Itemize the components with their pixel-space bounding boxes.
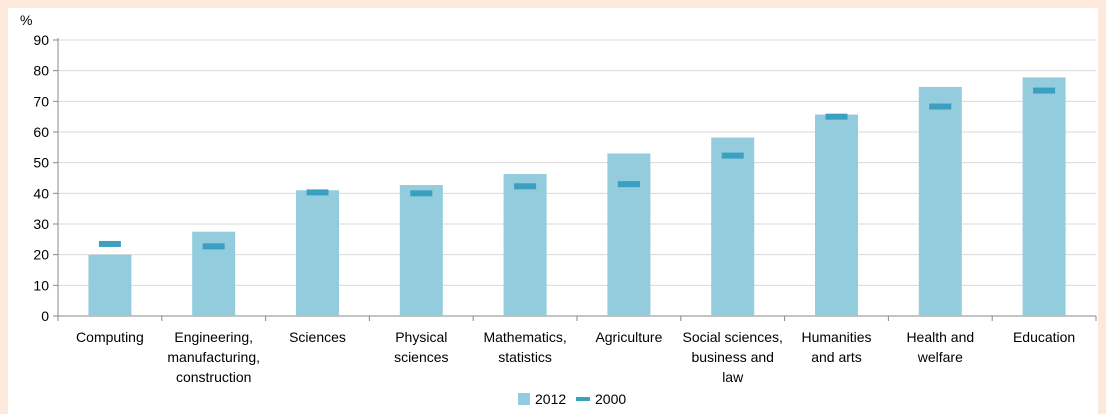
x-tick-label: Sciences — [289, 329, 346, 345]
x-tick-label: Humanities and arts — [801, 329, 871, 365]
y-tick-label: 60 — [33, 124, 49, 140]
x-tick-label: Computing — [76, 329, 144, 345]
marker-2000 — [410, 190, 433, 197]
bar-2012 — [1022, 77, 1066, 316]
x-tick-label: Health and welfare — [906, 329, 974, 365]
y-tick-label: 40 — [33, 185, 49, 201]
bar-2012 — [399, 185, 443, 316]
legend-label-2000: 2000 — [595, 391, 626, 407]
x-tick-label: Engineering, manufacturing, construction — [167, 329, 260, 385]
bar-2012 — [711, 137, 755, 316]
marker-2000 — [514, 183, 537, 190]
bar-chart: 0 10 20 30 40 50 60 70 80 90 Computing Engineering… — [20, 12, 1097, 407]
y-tick-label: 30 — [33, 216, 49, 232]
legend-swatch-2012 — [518, 393, 530, 405]
markers-2000 — [98, 87, 1056, 250]
legend-label-2012: 2012 — [535, 391, 566, 407]
bar-2012 — [918, 86, 962, 316]
marker-2000 — [202, 243, 225, 250]
bar-2012 — [88, 254, 132, 316]
y-tick-labels: 0 10 20 30 40 50 60 70 80 90 — [33, 32, 49, 324]
marker-2000 — [617, 181, 640, 188]
marker-2000 — [1033, 87, 1056, 94]
bars-2012 — [88, 77, 1066, 317]
x-tick-label: Agriculture — [595, 329, 662, 345]
legend: 2012 2000 — [518, 391, 626, 407]
y-tick-label: 10 — [33, 277, 49, 293]
y-axis-label: % — [20, 12, 32, 28]
marker-2000 — [98, 240, 121, 247]
x-tick-labels: Computing Engineering, manufacturing, const… — [76, 329, 1075, 385]
bar-2012 — [607, 153, 651, 316]
marker-2000 — [825, 113, 848, 120]
y-tick-label: 20 — [33, 247, 49, 263]
chart-frame: 0 10 20 30 40 50 60 70 80 90 Computing Engineering… — [8, 8, 1098, 414]
y-tick-label: 80 — [33, 63, 49, 79]
legend-swatch-2000 — [576, 397, 590, 401]
y-tick-label: 50 — [33, 155, 49, 171]
y-tick-label: 0 — [41, 308, 49, 324]
bar-2012 — [815, 114, 858, 317]
x-tick-label: Mathematics, statistics — [483, 329, 566, 365]
marker-2000 — [721, 152, 744, 159]
bar-2012 — [296, 190, 339, 316]
x-tick-label: Education — [1013, 329, 1075, 345]
y-tick-label: 90 — [33, 32, 49, 48]
x-tick-label: Physical sciences — [394, 329, 448, 365]
marker-2000 — [929, 103, 952, 110]
y-tick-label: 70 — [33, 93, 49, 109]
x-tick-label: Social sciences, business and law — [683, 329, 783, 385]
bar-2012 — [503, 174, 547, 316]
marker-2000 — [306, 189, 329, 196]
